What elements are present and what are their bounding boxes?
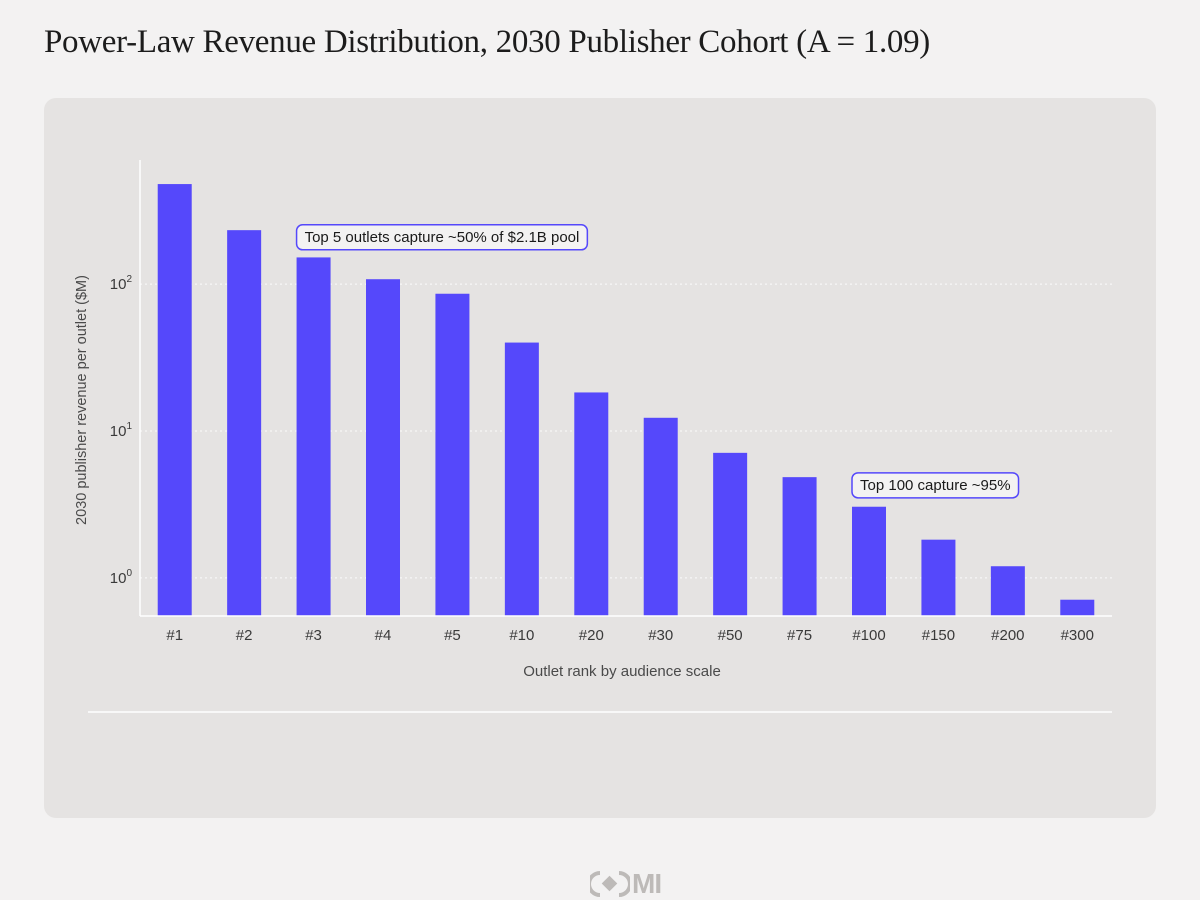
bar-rank-10 bbox=[504, 342, 539, 616]
bar-rank-150 bbox=[921, 539, 956, 616]
annotation-text: Top 5 outlets capture ~50% of $2.1B pool bbox=[305, 229, 580, 246]
logo-text: MI bbox=[632, 868, 662, 899]
annotation-callout: Top 100 capture ~95% bbox=[851, 472, 1020, 499]
annotation-box bbox=[851, 472, 1020, 499]
x-tick-label: #1 bbox=[166, 627, 183, 644]
bar-rank-200 bbox=[990, 566, 1025, 616]
logo-mark-icon bbox=[590, 871, 630, 897]
x-axis-title: Outlet rank by audience scale bbox=[523, 663, 721, 680]
annotation-text: Top 100 capture ~95% bbox=[860, 477, 1011, 494]
x-tick-label: #30 bbox=[648, 627, 673, 644]
x-tick-label: #300 bbox=[1061, 627, 1094, 644]
y-tick-label: 101 bbox=[110, 421, 133, 440]
bar-rank-4 bbox=[366, 279, 400, 616]
bar-rank-100 bbox=[852, 506, 886, 616]
x-tick-label: #20 bbox=[579, 627, 604, 644]
page-title: Power-Law Revenue Distribution, 2030 Pub… bbox=[44, 24, 930, 60]
annotation-callout: Top 5 outlets capture ~50% of $2.1B pool bbox=[295, 224, 589, 251]
x-tick-label: #50 bbox=[718, 627, 743, 644]
bar-rank-5 bbox=[435, 293, 470, 616]
y-tick-label: 102 bbox=[110, 274, 133, 293]
annotation-box bbox=[295, 224, 589, 251]
y-axis-title: 2030 publisher revenue per outlet ($M) bbox=[74, 275, 90, 525]
bar-rank-1 bbox=[157, 184, 192, 616]
x-tick-label: #4 bbox=[375, 627, 392, 644]
chart: 100 101 102 #1 #2 #3 #4 #5 #10 #20 #30 #50 #75 #100 #1… bbox=[74, 160, 1112, 713]
x-tick-label: #100 bbox=[852, 627, 885, 644]
bar-rank-20 bbox=[574, 392, 609, 616]
bar-rank-30 bbox=[643, 417, 678, 616]
x-tick-label: #3 bbox=[305, 627, 322, 644]
chart-card: 100 101 102 #1 #2 #3 #4 #5 #10 #20 #30 #50 #75 #100 #1… bbox=[44, 98, 1156, 899]
x-tick-label: #75 bbox=[787, 627, 812, 644]
bar-rank-3 bbox=[296, 257, 331, 616]
x-tick-label: #5 bbox=[444, 627, 461, 644]
y-tick-label: 100 bbox=[110, 568, 133, 587]
x-tick-label: #2 bbox=[236, 627, 253, 644]
bar-rank-2 bbox=[227, 230, 262, 616]
x-tick-label: #10 bbox=[509, 627, 534, 644]
brand-logo: MI bbox=[590, 868, 662, 900]
x-tick-label: #200 bbox=[991, 627, 1024, 644]
bar-rank-50 bbox=[713, 452, 748, 616]
x-tick-label: #150 bbox=[922, 627, 955, 644]
bar-rank-300 bbox=[1060, 599, 1095, 616]
bar-rank-75 bbox=[782, 477, 817, 616]
